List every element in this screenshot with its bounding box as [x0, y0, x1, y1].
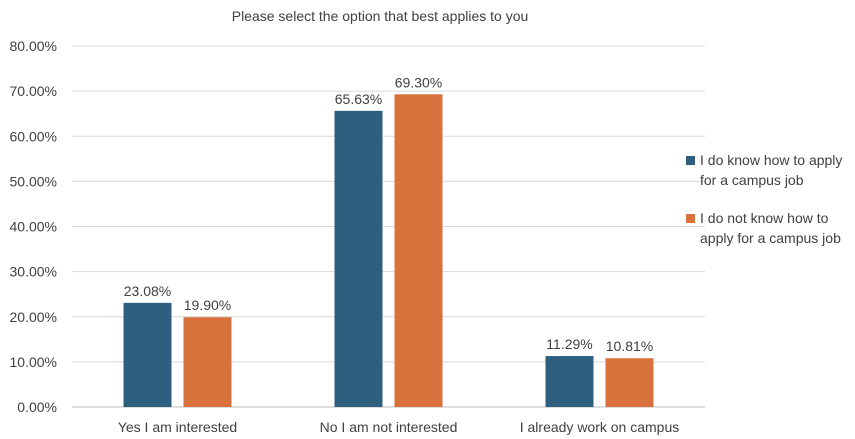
legend-item-not-know: I do not know how to apply for a campus … — [686, 208, 855, 248]
data-label: 19.90% — [184, 297, 231, 313]
bar-know — [123, 302, 172, 407]
legend-swatch-know — [686, 156, 695, 165]
data-label: 11.29% — [546, 336, 592, 352]
data-label: 65.63% — [335, 91, 382, 107]
y-tick-label: 40.00% — [10, 219, 57, 235]
chart-title: Please select the option that best appli… — [231, 8, 529, 24]
bar-know — [334, 110, 383, 407]
y-tick-label: 10.00% — [10, 354, 57, 370]
legend-label-not-know: I do not know how to apply for a campus … — [700, 210, 841, 246]
y-tick-label: 0.00% — [17, 399, 57, 415]
y-tick-label: 70.00% — [10, 83, 57, 99]
bar-not-know — [605, 358, 654, 407]
y-tick-label: 80.00% — [10, 38, 57, 54]
bar-not-know — [394, 94, 443, 407]
data-label: 10.81% — [606, 338, 653, 354]
y-axis-tick-labels: 0.00% 10.00% 20.00% 30.00% 40.00% 50.00% 60.00… — [10, 38, 57, 415]
x-tick-label: I already work on campus — [520, 419, 680, 435]
bars — [123, 94, 654, 407]
y-tick-label: 20.00% — [10, 309, 57, 325]
legend-item-know: I do know how to apply for a campus job — [686, 150, 855, 190]
y-tick-label: 50.00% — [10, 173, 57, 189]
legend-swatch-not-know — [686, 214, 695, 223]
x-axis-tick-labels: Yes I am interested No I am not intereste… — [118, 419, 679, 435]
data-label: 69.30% — [395, 74, 442, 90]
bar-not-know — [183, 317, 232, 407]
gridlines — [72, 45, 705, 408]
x-tick-label: Yes I am interested — [118, 419, 237, 435]
legend-label-know: I do know how to apply for a campus job — [700, 152, 843, 188]
x-tick-label: No I am not interested — [320, 419, 458, 435]
data-labels: 23.08% 19.90% 65.63% 69.30% 11.29% 10.81% — [124, 74, 653, 354]
data-label: 23.08% — [124, 283, 171, 299]
legend: I do know how to apply for a campus job … — [686, 150, 855, 266]
y-tick-label: 60.00% — [10, 128, 57, 144]
y-tick-label: 30.00% — [10, 264, 57, 280]
bar-know — [545, 356, 594, 407]
